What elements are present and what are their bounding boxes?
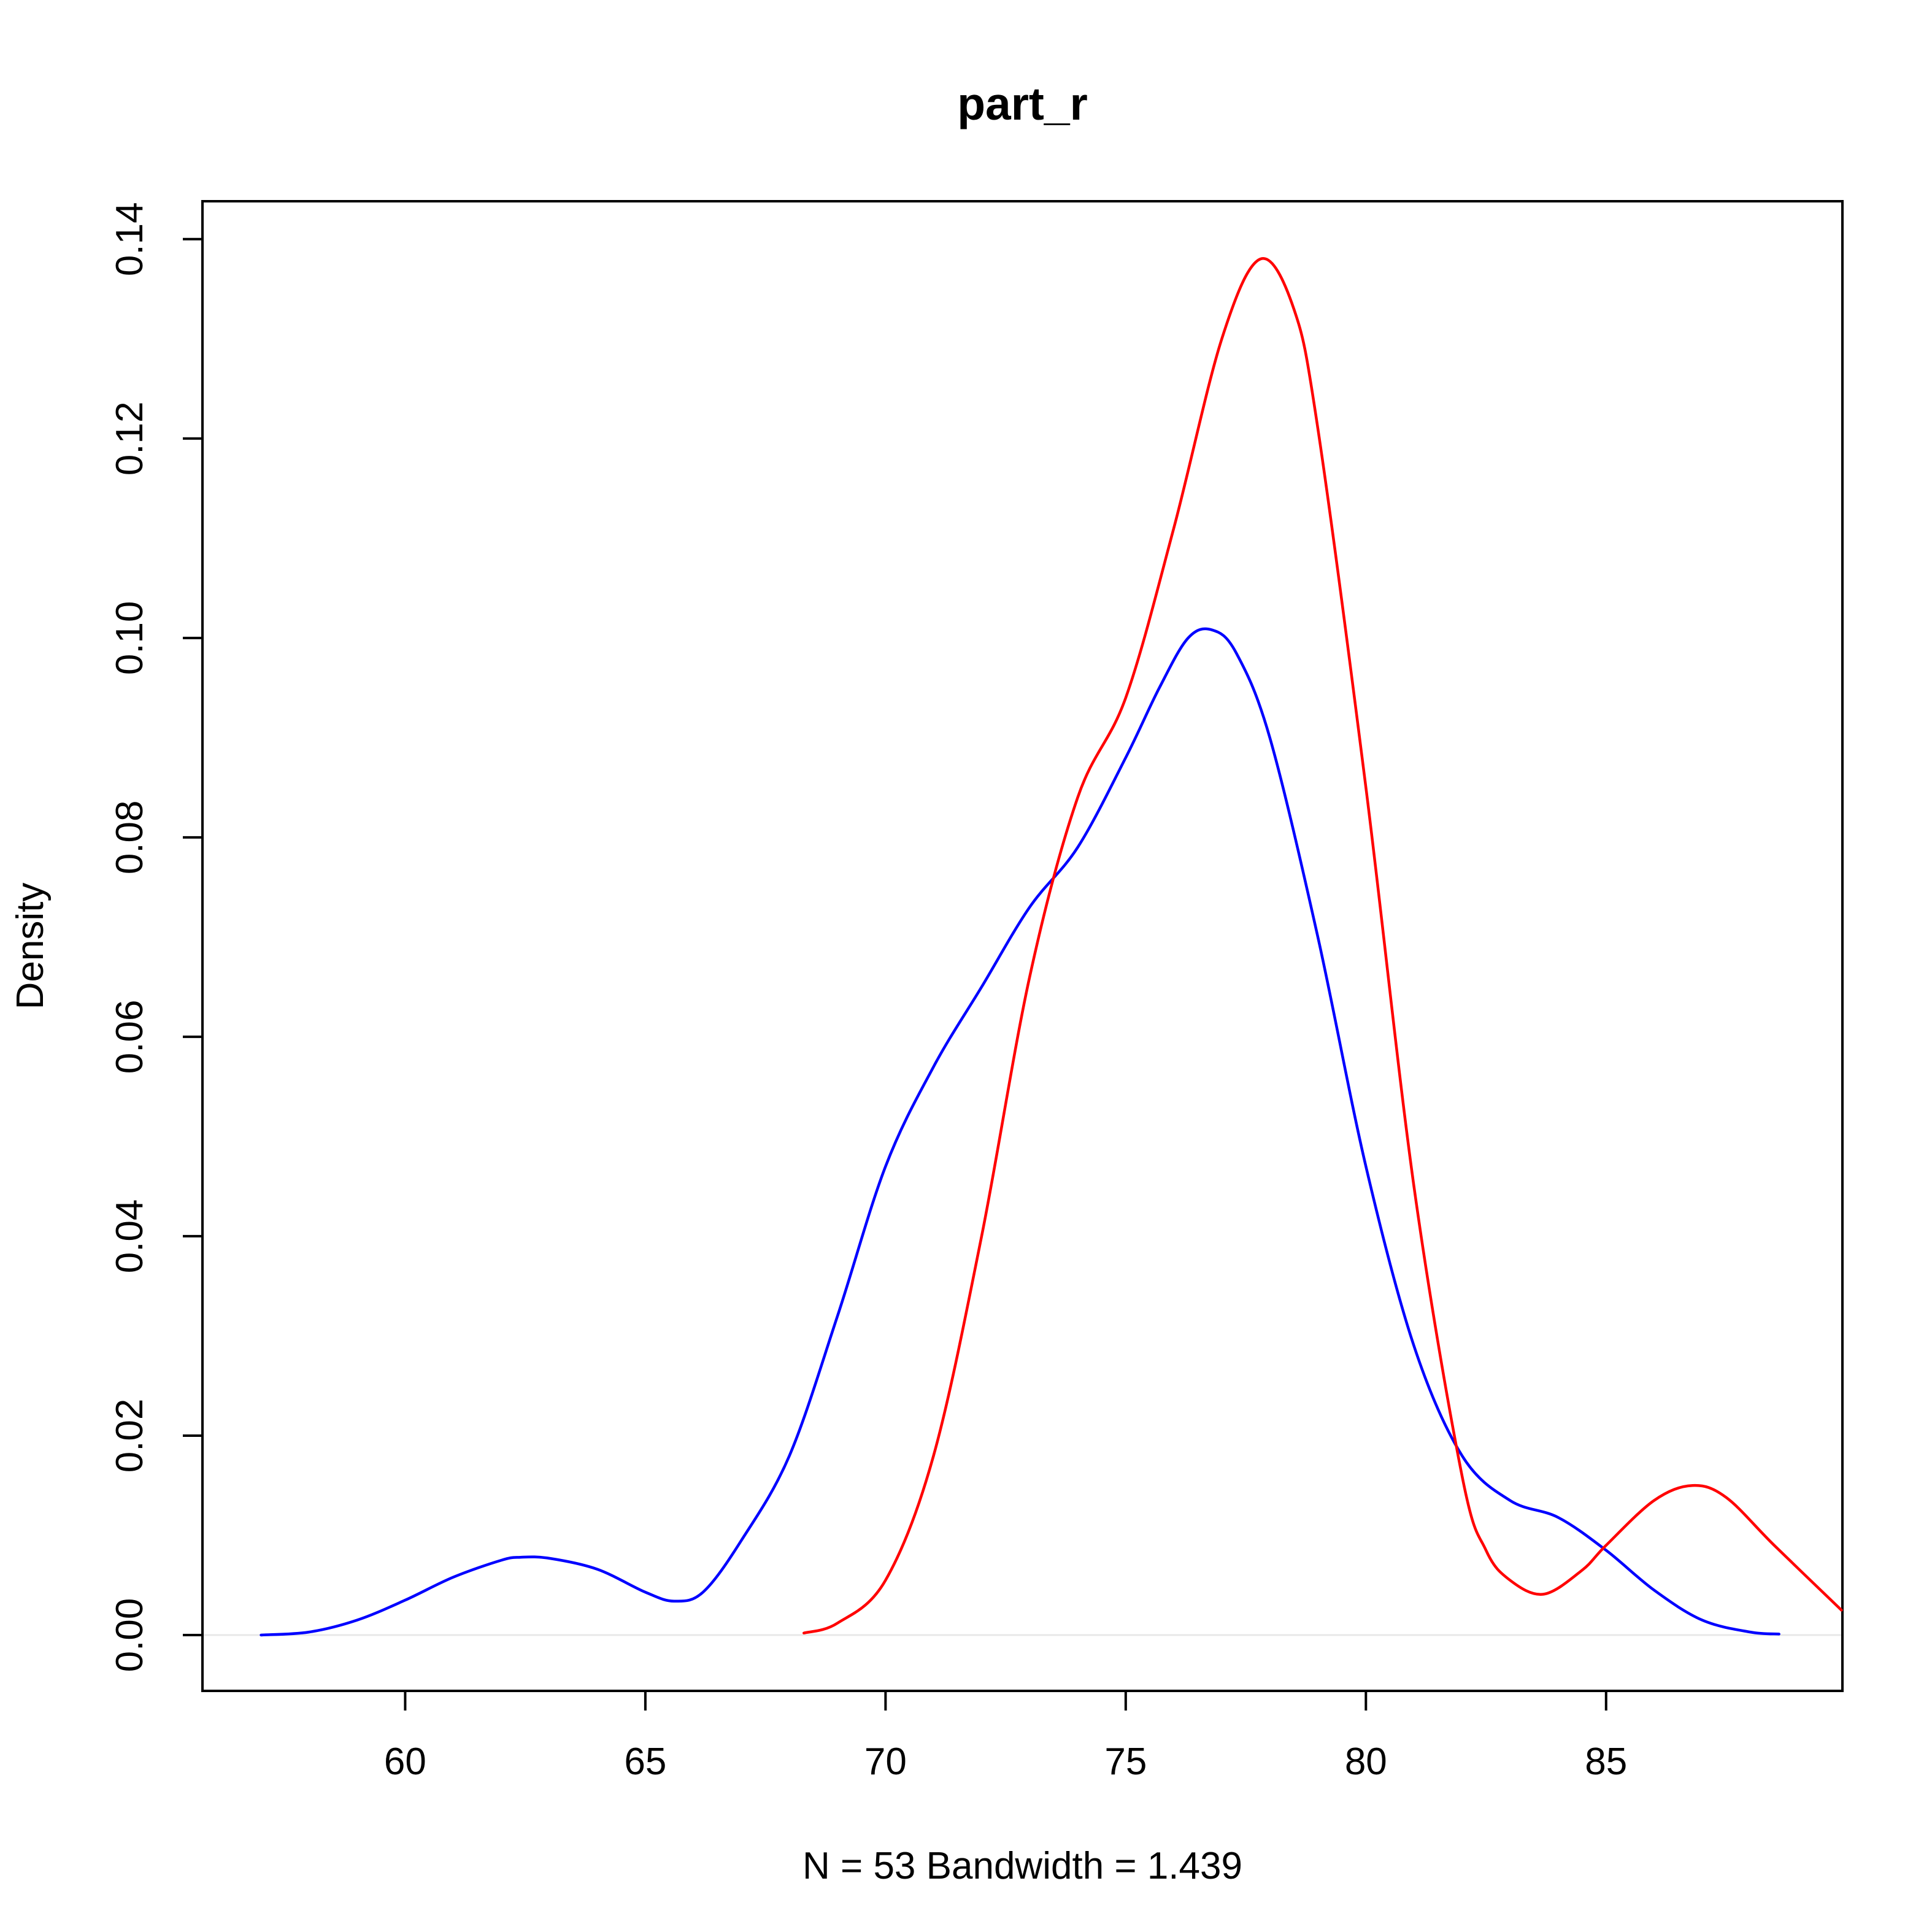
series-group <box>260 257 1843 1637</box>
x-tick-label: 65 <box>624 1741 666 1783</box>
y-axis-label: Density <box>9 883 52 1010</box>
y-tick-label: 0.08 <box>109 801 151 875</box>
x-tick-label: 60 <box>384 1741 426 1783</box>
density-curve-blue <box>260 627 1780 1637</box>
y-tick-label: 0.06 <box>109 1000 151 1074</box>
x-axis-label: N = 53 Bandwidth = 1.439 <box>802 1845 1242 1887</box>
y-tick-label: 0.12 <box>109 401 151 475</box>
x-tick-label: 80 <box>1345 1741 1387 1783</box>
density-curve-red <box>802 257 1843 1634</box>
y-tick-label: 0.14 <box>109 202 151 276</box>
y-tick-label: 0.10 <box>109 601 151 675</box>
x-axis: 60 65 70 75 80 85 <box>384 1690 1627 1783</box>
plot-frame <box>201 200 1844 1692</box>
y-axis: 0.00 0.02 0.04 0.06 0.08 0.10 0.12 0.14 <box>109 202 204 1672</box>
chart-title: part_r <box>957 78 1088 129</box>
x-tick-label: 75 <box>1104 1741 1147 1783</box>
y-tick-label: 0.02 <box>109 1399 151 1473</box>
y-tick-label: 0.04 <box>109 1199 151 1274</box>
y-tick-label: 0.00 <box>109 1598 151 1672</box>
x-tick-label: 85 <box>1585 1741 1627 1783</box>
x-tick-label: 70 <box>864 1741 907 1783</box>
